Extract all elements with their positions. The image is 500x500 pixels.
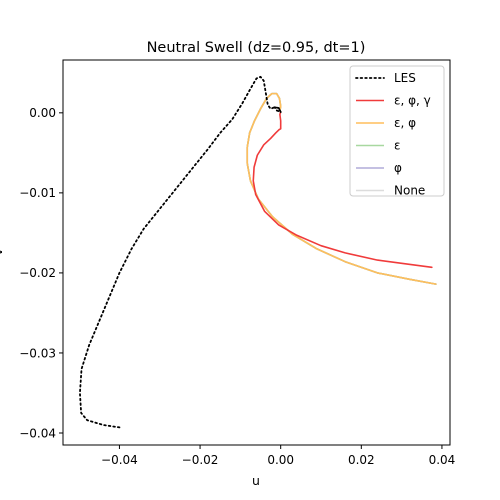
x-axis: −0.04 −0.02 0.00 0.02 0.04 [101, 445, 455, 467]
x-axis-label: u [252, 473, 260, 488]
y-tick-label: 0.00 [29, 106, 56, 120]
plot-lines [79, 75, 437, 429]
y-tick-label: −0.02 [19, 266, 56, 280]
x-tick-label: −0.02 [182, 453, 219, 467]
plot-frame [62, 59, 451, 446]
chart-title: Neutral Swell (dz=0.95, dt=1) [147, 40, 366, 56]
y-tick-label: −0.03 [19, 346, 56, 360]
x-tick-label: −0.04 [101, 453, 138, 467]
series-line-0 [79, 75, 282, 429]
y-axis: 0.00 −0.01 −0.02 −0.03 −0.04 [19, 106, 63, 440]
legend-label: LES [394, 71, 416, 85]
x-tick-label: 0.00 [267, 453, 294, 467]
legend: LES ε, φ, γ ε, φ εφ None [349, 65, 445, 198]
series-line-1 [252, 111, 433, 269]
legend-label: ε [394, 139, 401, 153]
legend-label: None [394, 184, 425, 198]
x-tick-label: 0.04 [429, 453, 456, 467]
y-tick-label: −0.04 [19, 426, 56, 440]
legend-label: ε, φ [394, 116, 416, 130]
legend-box [349, 65, 445, 197]
legend-label: ε, φ, γ [394, 94, 431, 108]
legend-label: φ [394, 161, 402, 175]
y-tick-label: −0.01 [19, 186, 56, 200]
x-tick-label: 0.02 [348, 453, 375, 467]
y-axis-label: v [0, 248, 5, 256]
series-line-2 [246, 92, 437, 285]
